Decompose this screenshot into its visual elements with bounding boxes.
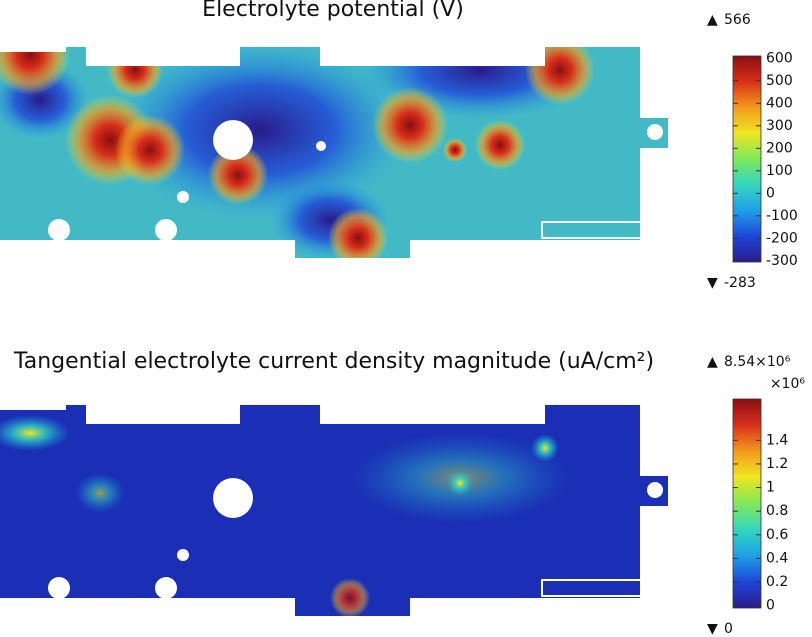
tick-label: -300 xyxy=(766,253,798,269)
tick-label: 0 xyxy=(766,598,775,614)
tick-label: 600 xyxy=(766,50,793,66)
tick-label: 1 xyxy=(766,480,775,496)
potential-field xyxy=(0,47,668,258)
current-field-group xyxy=(0,405,668,616)
max-value: 8.54×10⁶ xyxy=(724,354,791,370)
colorbar xyxy=(732,55,762,263)
max-glyph: ▲ xyxy=(707,354,718,370)
tick-label: 0.4 xyxy=(766,550,788,566)
tick-label: 0 xyxy=(766,185,775,201)
holes xyxy=(48,120,663,241)
tick-label: 1.2 xyxy=(766,456,788,472)
title: Tangential electrolyte current density m… xyxy=(13,349,654,374)
tick-label: 400 xyxy=(766,95,793,111)
min-glyph: ▼ xyxy=(707,621,718,637)
tick-label: 100 xyxy=(766,163,793,179)
min-glyph: ▼ xyxy=(707,275,718,291)
tick-label: 1.4 xyxy=(766,432,788,448)
tick-label: 0.8 xyxy=(766,503,788,519)
tick-label: -100 xyxy=(766,208,798,224)
max-glyph: ▲ xyxy=(707,12,718,28)
tick-label: -200 xyxy=(766,230,798,246)
title: Electrolyte potential (V) xyxy=(202,0,464,22)
min-value: -283 xyxy=(724,275,756,291)
tick-label: 300 xyxy=(766,118,793,134)
tick-label: 0.2 xyxy=(766,574,788,590)
tick-label: 200 xyxy=(766,140,793,156)
min-value: 0 xyxy=(724,621,733,637)
colorbar-multiplier: ×10⁶ xyxy=(770,376,806,392)
tick-label: 0.6 xyxy=(766,527,788,543)
current-field xyxy=(0,405,668,616)
colorbar xyxy=(732,398,762,609)
tick-label: 500 xyxy=(766,73,793,89)
max-value: 566 xyxy=(724,12,751,28)
